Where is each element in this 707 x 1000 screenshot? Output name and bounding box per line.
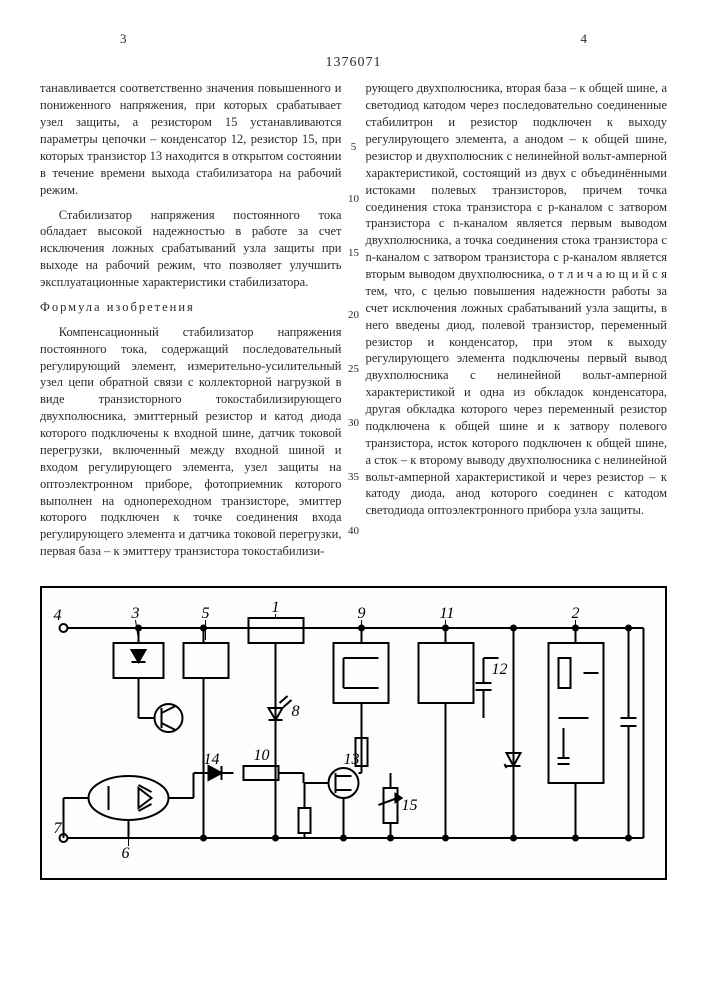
terminal-label: 6 [122, 845, 130, 862]
column-numbers: 3 4 [40, 30, 667, 48]
terminal-label: 11 [440, 605, 455, 622]
terminal-label: 1 [272, 599, 280, 616]
paragraph: Компенсационный стабилизатор напряжения … [40, 324, 342, 560]
terminal-label: 2 [572, 605, 580, 622]
terminal-label: 15 [402, 797, 418, 814]
circuit-diagram: 4 3 5 1 9 11 2 7 6 14 10 8 13 12 15 [40, 586, 667, 880]
line-number: 30 [344, 416, 364, 431]
terminal-label: 4 [54, 607, 62, 624]
terminal-label: 13 [344, 751, 360, 768]
terminal-label: 12 [492, 661, 508, 678]
line-number: 15 [344, 246, 364, 261]
patent-number: 1376071 [40, 54, 667, 73]
text-columns: 5 10 15 20 25 30 35 40 танавливается соответств… [40, 80, 667, 568]
terminal-label: 10 [254, 747, 270, 764]
line-number: 10 [344, 192, 364, 207]
line-number: 5 [344, 140, 364, 155]
terminal-label: 8 [292, 703, 300, 720]
left-col-num: 3 [120, 30, 127, 48]
line-number: 40 [344, 524, 364, 539]
line-number: 25 [344, 362, 364, 377]
left-column: танавливается соответственно значения по… [40, 80, 342, 568]
terminal-label: 3 [131, 605, 140, 622]
right-column: рующего двухполюсника, вторая база – к о… [366, 80, 668, 568]
paragraph: Стабилизатор напряжения постоянного тока… [40, 207, 342, 291]
formula-title: Формула изобретения [40, 299, 342, 316]
paragraph: танавливается соответственно значения по… [40, 80, 342, 198]
line-number: 35 [344, 470, 364, 485]
patent-page: 3 4 1376071 510152025303540 танавливаетс… [0, 0, 707, 900]
paragraph: рующего двухполюсника, вторая база – к о… [366, 80, 668, 519]
circuit-svg: 4 3 5 1 9 11 2 7 6 14 10 8 13 12 15 [42, 588, 665, 878]
terminal-label: 14 [204, 751, 220, 768]
terminal-label: 9 [358, 605, 366, 622]
line-number: 20 [344, 308, 364, 323]
terminal-label: 5 [202, 605, 210, 622]
right-col-num: 4 [581, 30, 588, 48]
terminal-label: 7 [54, 820, 63, 837]
